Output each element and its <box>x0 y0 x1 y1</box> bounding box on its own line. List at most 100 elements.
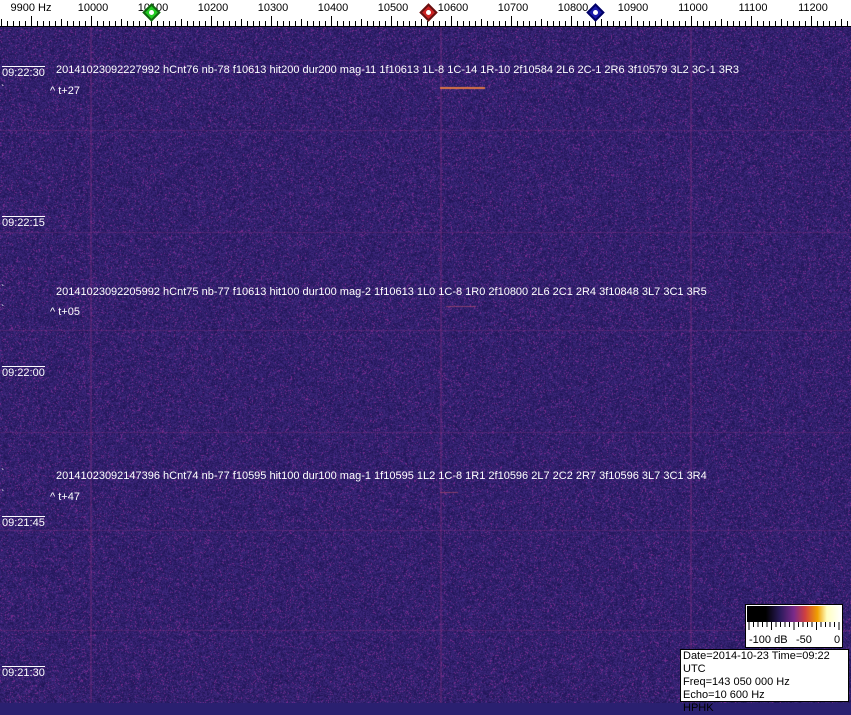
ruler-tick <box>781 19 782 26</box>
frequency-label: 10900 <box>617 2 649 14</box>
ruler-tick <box>97 21 98 26</box>
ruler-tick <box>619 21 620 26</box>
ruler-tick <box>649 21 650 26</box>
ruler-tick <box>403 21 404 26</box>
ruler-tick <box>829 21 830 26</box>
ruler-tick <box>169 21 170 26</box>
ruler-tick <box>433 21 434 26</box>
ruler-tick <box>115 21 116 26</box>
ruler-tick <box>757 21 758 26</box>
ruler-tick <box>535 21 536 26</box>
ruler-tick <box>217 21 218 26</box>
ruler-tick <box>769 21 770 26</box>
ruler-tick <box>793 21 794 26</box>
frequency-label: 11200 <box>798 2 828 14</box>
ruler-tick <box>505 21 506 26</box>
ruler-tick <box>385 21 386 26</box>
row-marker: ` <box>1 284 5 295</box>
ruler-tick <box>727 21 728 26</box>
ruler-tick <box>253 21 254 26</box>
ruler-tick <box>127 21 128 26</box>
ruler-tick <box>85 21 86 26</box>
ruler-tick <box>55 21 56 26</box>
ruler-tick <box>715 21 716 26</box>
ruler-tick <box>787 21 788 26</box>
row-marker: ` <box>1 468 5 479</box>
ruler-tick <box>367 21 368 26</box>
frequency-label: 10800 <box>557 2 589 14</box>
ruler-tick <box>31 16 32 26</box>
ruler-tick <box>331 16 332 26</box>
ruler-tick <box>451 16 452 26</box>
ruler-tick <box>637 21 638 26</box>
frequency-label: 10000 <box>77 2 109 14</box>
ruler-tick <box>625 21 626 26</box>
ruler-tick <box>817 21 818 26</box>
frequency-label: 10700 <box>497 2 529 14</box>
ruler-tick <box>175 21 176 26</box>
ruler-tick <box>739 21 740 26</box>
ruler-tick <box>763 21 764 26</box>
ruler-tick <box>499 21 500 26</box>
ruler-tick <box>475 21 476 26</box>
ruler-tick <box>439 21 440 26</box>
ruler-tick <box>295 21 296 26</box>
ruler-tick <box>283 21 284 26</box>
ruler-tick <box>823 21 824 26</box>
ruler-tick <box>661 19 662 26</box>
ruler-tick <box>595 21 596 26</box>
frequency-ruler: 9900 Hz 10000101001020010300104001050010… <box>0 0 851 27</box>
ruler-tick <box>733 21 734 26</box>
echo-frequency: Echo=10 600 Hz <box>683 689 765 701</box>
row-marker: ` <box>1 304 5 315</box>
ruler-tick <box>415 21 416 26</box>
ruler-tick <box>163 21 164 26</box>
ruler-tick <box>445 21 446 26</box>
ruler-tick <box>481 19 482 26</box>
spectrogram-waterfall <box>0 27 851 703</box>
ruler-tick <box>631 16 632 26</box>
ruler-tick <box>37 21 38 26</box>
ruler-tick <box>685 21 686 26</box>
date-time: Date=2014-10-23 Time=09:22 UTC <box>683 650 830 675</box>
ruler-tick <box>841 19 842 26</box>
ruler-tick <box>61 19 62 26</box>
ruler-tick <box>343 21 344 26</box>
ruler-tick <box>577 21 578 26</box>
red-frequency-marker[interactable] <box>419 3 438 22</box>
ruler-tick <box>607 21 608 26</box>
ruler-tick <box>187 21 188 26</box>
frequency: Freq=143 050 000 Hz <box>683 676 790 688</box>
ruler-tick <box>355 21 356 26</box>
ruler-tick <box>589 21 590 26</box>
ruler-tick <box>697 21 698 26</box>
ruler-tick <box>337 21 338 26</box>
ruler-tick <box>691 16 692 26</box>
time-label: 09:22:15 <box>2 216 45 229</box>
frequency-unit-label: 9900 Hz <box>10 2 52 14</box>
ruler-tick <box>421 19 422 26</box>
ruler-tick <box>835 21 836 26</box>
color-scale-bar <box>747 606 841 622</box>
ruler-tick <box>145 21 146 26</box>
ruler-tick <box>133 21 134 26</box>
ruler-tick <box>289 21 290 26</box>
ruler-tick <box>19 21 20 26</box>
ruler-tick <box>139 21 140 26</box>
ruler-tick <box>13 21 14 26</box>
ruler-tick <box>703 21 704 26</box>
ruler-tick <box>361 19 362 26</box>
color-scale-ticks <box>748 622 840 630</box>
event-line: 20141023092227992 hCnt76 nb-78 f10613 hi… <box>56 64 739 76</box>
ruler-tick <box>751 16 752 26</box>
event-offset: ^ t+47 <box>50 491 80 503</box>
ruler-tick <box>511 16 512 26</box>
ruler-tick <box>583 21 584 26</box>
ruler-tick <box>313 21 314 26</box>
ruler-tick <box>601 19 602 26</box>
ruler-tick <box>559 21 560 26</box>
event-line: 20141023092147396 hCnt74 nb-77 f10595 hi… <box>56 470 707 482</box>
ruler-tick <box>553 21 554 26</box>
ruler-tick <box>211 16 212 26</box>
ruler-tick <box>745 21 746 26</box>
